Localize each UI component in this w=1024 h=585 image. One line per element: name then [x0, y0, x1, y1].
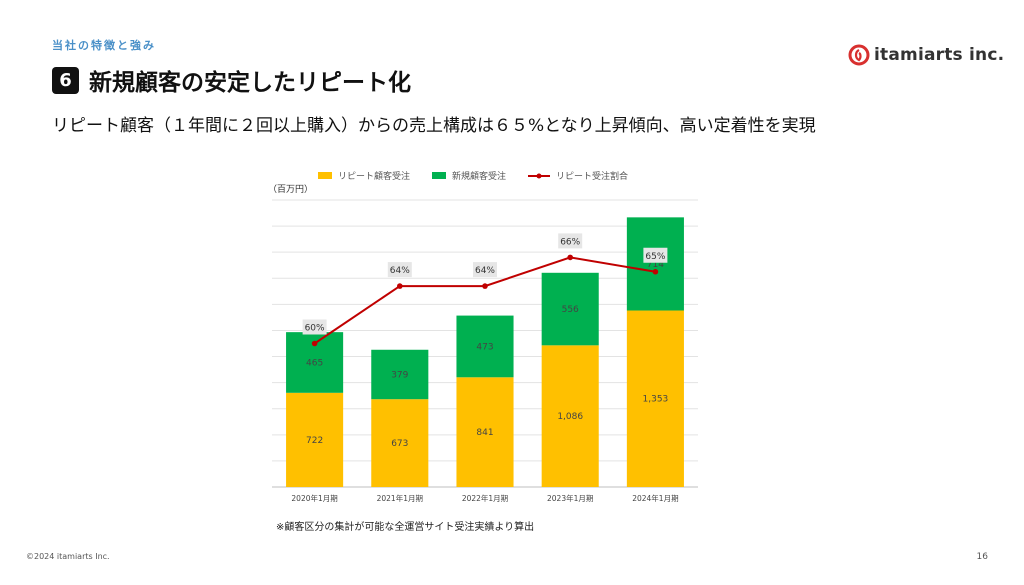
page-title-row: 6 新規顧客の安定したリピート化	[52, 63, 411, 97]
bar-new	[371, 349, 429, 400]
company-logo: itamiarts inc.	[848, 44, 1004, 66]
x-tick-label: 2024年1月期	[632, 493, 678, 503]
legend-item-ratio: リピート受注割合	[528, 169, 628, 182]
data-label-new: 465	[306, 358, 323, 368]
page-title: 新規顧客の安定したリピート化	[89, 70, 411, 96]
data-label-repeat: 1,086	[557, 412, 583, 422]
footnote: ※顧客区分の集計が可能な全運営サイト受注実績より算出	[276, 522, 535, 533]
x-tick-label: 2021年1月期	[377, 493, 423, 503]
data-label-repeat: 1,353	[643, 395, 669, 405]
bar-new	[626, 217, 684, 311]
page-subtitle: リピート顧客（１年間に２回以上購入）からの売上構成は６５%となり上昇傾向、高い定…	[52, 116, 816, 136]
bar-repeat	[541, 345, 599, 487]
ratio-point	[397, 283, 403, 289]
x-tick-label: 2020年1月期	[291, 493, 337, 503]
bar-new	[541, 272, 599, 346]
logo-text: itamiarts inc.	[874, 45, 1005, 65]
data-label-new: 714	[647, 260, 664, 270]
data-label-repeat: 722	[306, 436, 323, 446]
ratio-point	[311, 340, 318, 347]
ratio-label-box	[558, 233, 583, 249]
ratio-point	[652, 268, 659, 275]
legend-swatch-repeat	[318, 172, 332, 179]
data-label-new: 379	[391, 370, 408, 380]
x-tick-label: 2023年1月期	[547, 493, 593, 503]
legend-item-repeat: リピート顧客受注	[318, 169, 410, 182]
legend-label-new: 新規顧客受注	[452, 172, 507, 182]
bar-repeat	[371, 399, 429, 487]
legend-swatch-new	[432, 172, 447, 179]
y-axis-unit-label: （百万円）	[268, 185, 314, 195]
bar-repeat	[456, 377, 514, 487]
legend-item-new: 新規顧客受注	[432, 169, 506, 182]
copyright: ©2024 itamiarts Inc.	[26, 552, 110, 561]
ratio-data-label: 64%	[475, 266, 495, 276]
ratio-point	[482, 283, 488, 289]
page-number: 16	[976, 552, 988, 562]
ratio-data-label: 66%	[560, 237, 580, 247]
bar-repeat	[626, 310, 684, 487]
data-label-new: 556	[562, 305, 579, 315]
data-label-repeat: 841	[476, 428, 493, 438]
legend-label-ratio: リピート受注割合	[556, 172, 629, 182]
ratio-label-box	[643, 247, 668, 263]
legend-label-repeat: リピート顧客受注	[338, 172, 411, 182]
ratio-point	[567, 254, 573, 261]
section-number-badge: 6	[52, 66, 79, 94]
ratio-data-label: 64%	[390, 266, 410, 276]
ratio-data-label: 65%	[645, 252, 665, 262]
bar-repeat	[286, 392, 344, 487]
x-tick-label: 2022年1月期	[462, 493, 508, 503]
section-label: 当社の特徴と強み	[52, 39, 156, 52]
ratio-data-label: 60%	[305, 324, 325, 334]
data-label-new: 473	[476, 342, 493, 352]
itamiarts-logo-icon	[848, 44, 870, 66]
ratio-label-box	[302, 319, 327, 335]
chart-legend: リピート顧客受注 新規顧客受注 リピート受注割合	[318, 169, 650, 182]
ratio-label-box	[473, 262, 497, 278]
ratio-label-box	[387, 262, 412, 278]
data-label-repeat: 673	[391, 439, 408, 449]
bar-new	[456, 315, 514, 378]
legend-swatch-ratio	[528, 173, 551, 178]
